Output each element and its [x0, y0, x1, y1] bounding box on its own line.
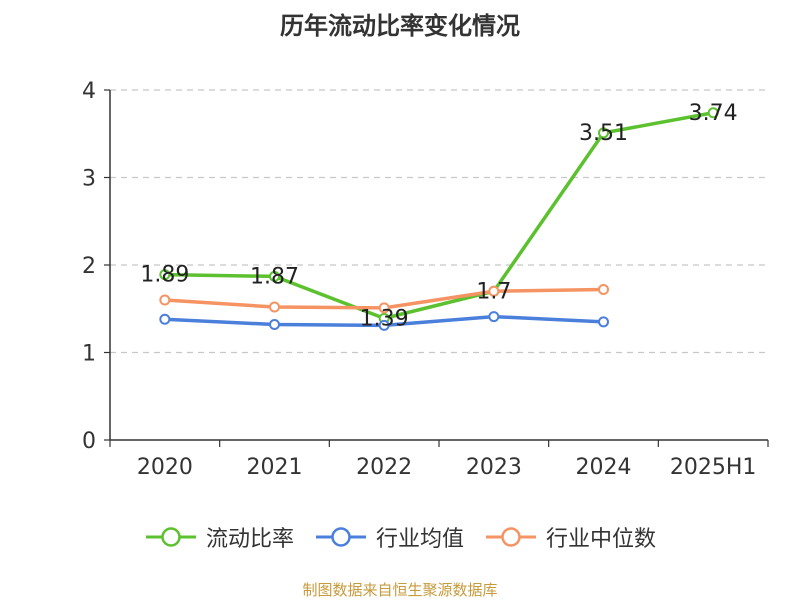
y-tick-label: 3	[82, 167, 96, 192]
grid-lines	[110, 89, 768, 354]
data-point	[159, 313, 171, 325]
data-label: 1.87	[250, 264, 299, 289]
data-point	[707, 107, 719, 119]
data-point	[269, 319, 280, 330]
y-tick-label: 4	[82, 79, 96, 104]
y-tick-label: 1	[82, 342, 96, 367]
data-point	[159, 294, 171, 306]
series-line-0	[164, 111, 714, 321]
legend-label: 行业均值	[375, 527, 464, 552]
axes: 0 1 2 3 4 2020 2021 2022 2023 2024 2025H1	[82, 79, 769, 480]
data-label: 3.74	[689, 101, 738, 126]
x-tick-label: 2020	[137, 455, 193, 480]
data-point	[598, 284, 609, 295]
data-labels: 1.89 1.87 1.39 1.7 3.51 3.74	[140, 101, 737, 332]
legend-item-1[interactable]: 行业均值	[314, 521, 464, 553]
y-tick-label: 2	[82, 254, 96, 279]
data-label: 1.7	[476, 279, 511, 304]
legend-item-0[interactable]: 流动比率	[144, 521, 294, 553]
legend-label: 流动比率	[205, 527, 294, 552]
legend-label: 行业中位数	[546, 527, 657, 552]
data-label: 3.51	[579, 121, 628, 146]
data-point	[378, 319, 390, 331]
series-lines	[159, 107, 719, 331]
x-tick-label: 2024	[576, 455, 632, 480]
x-tick-label: 2023	[466, 455, 522, 480]
data-point	[159, 269, 171, 281]
data-point	[598, 127, 609, 139]
data-point	[269, 270, 280, 282]
legend-swatch-icon	[315, 527, 366, 547]
data-point	[488, 311, 500, 323]
x-tick-label: 2025H1	[670, 455, 757, 480]
chart-title: 历年流动比率变化情况	[280, 12, 520, 40]
data-label: 1.89	[140, 263, 189, 288]
x-tick-label: 2021	[247, 455, 303, 480]
x-tick-label: 2022	[356, 455, 412, 480]
data-label: 1.39	[360, 306, 409, 331]
data-point	[488, 285, 500, 297]
legend-swatch-icon	[145, 527, 196, 547]
legend-swatch-icon	[486, 527, 536, 547]
data-point	[269, 301, 280, 313]
data-point	[378, 302, 390, 314]
legend: 流动比率 行业均值 行业中位数	[0, 520, 800, 554]
y-tick-label: 0	[82, 429, 96, 454]
source-note: 制图数据来自恒生聚源数据库	[302, 581, 498, 599]
data-point	[598, 316, 609, 328]
legend-item-2[interactable]: 行业中位数	[484, 521, 656, 553]
